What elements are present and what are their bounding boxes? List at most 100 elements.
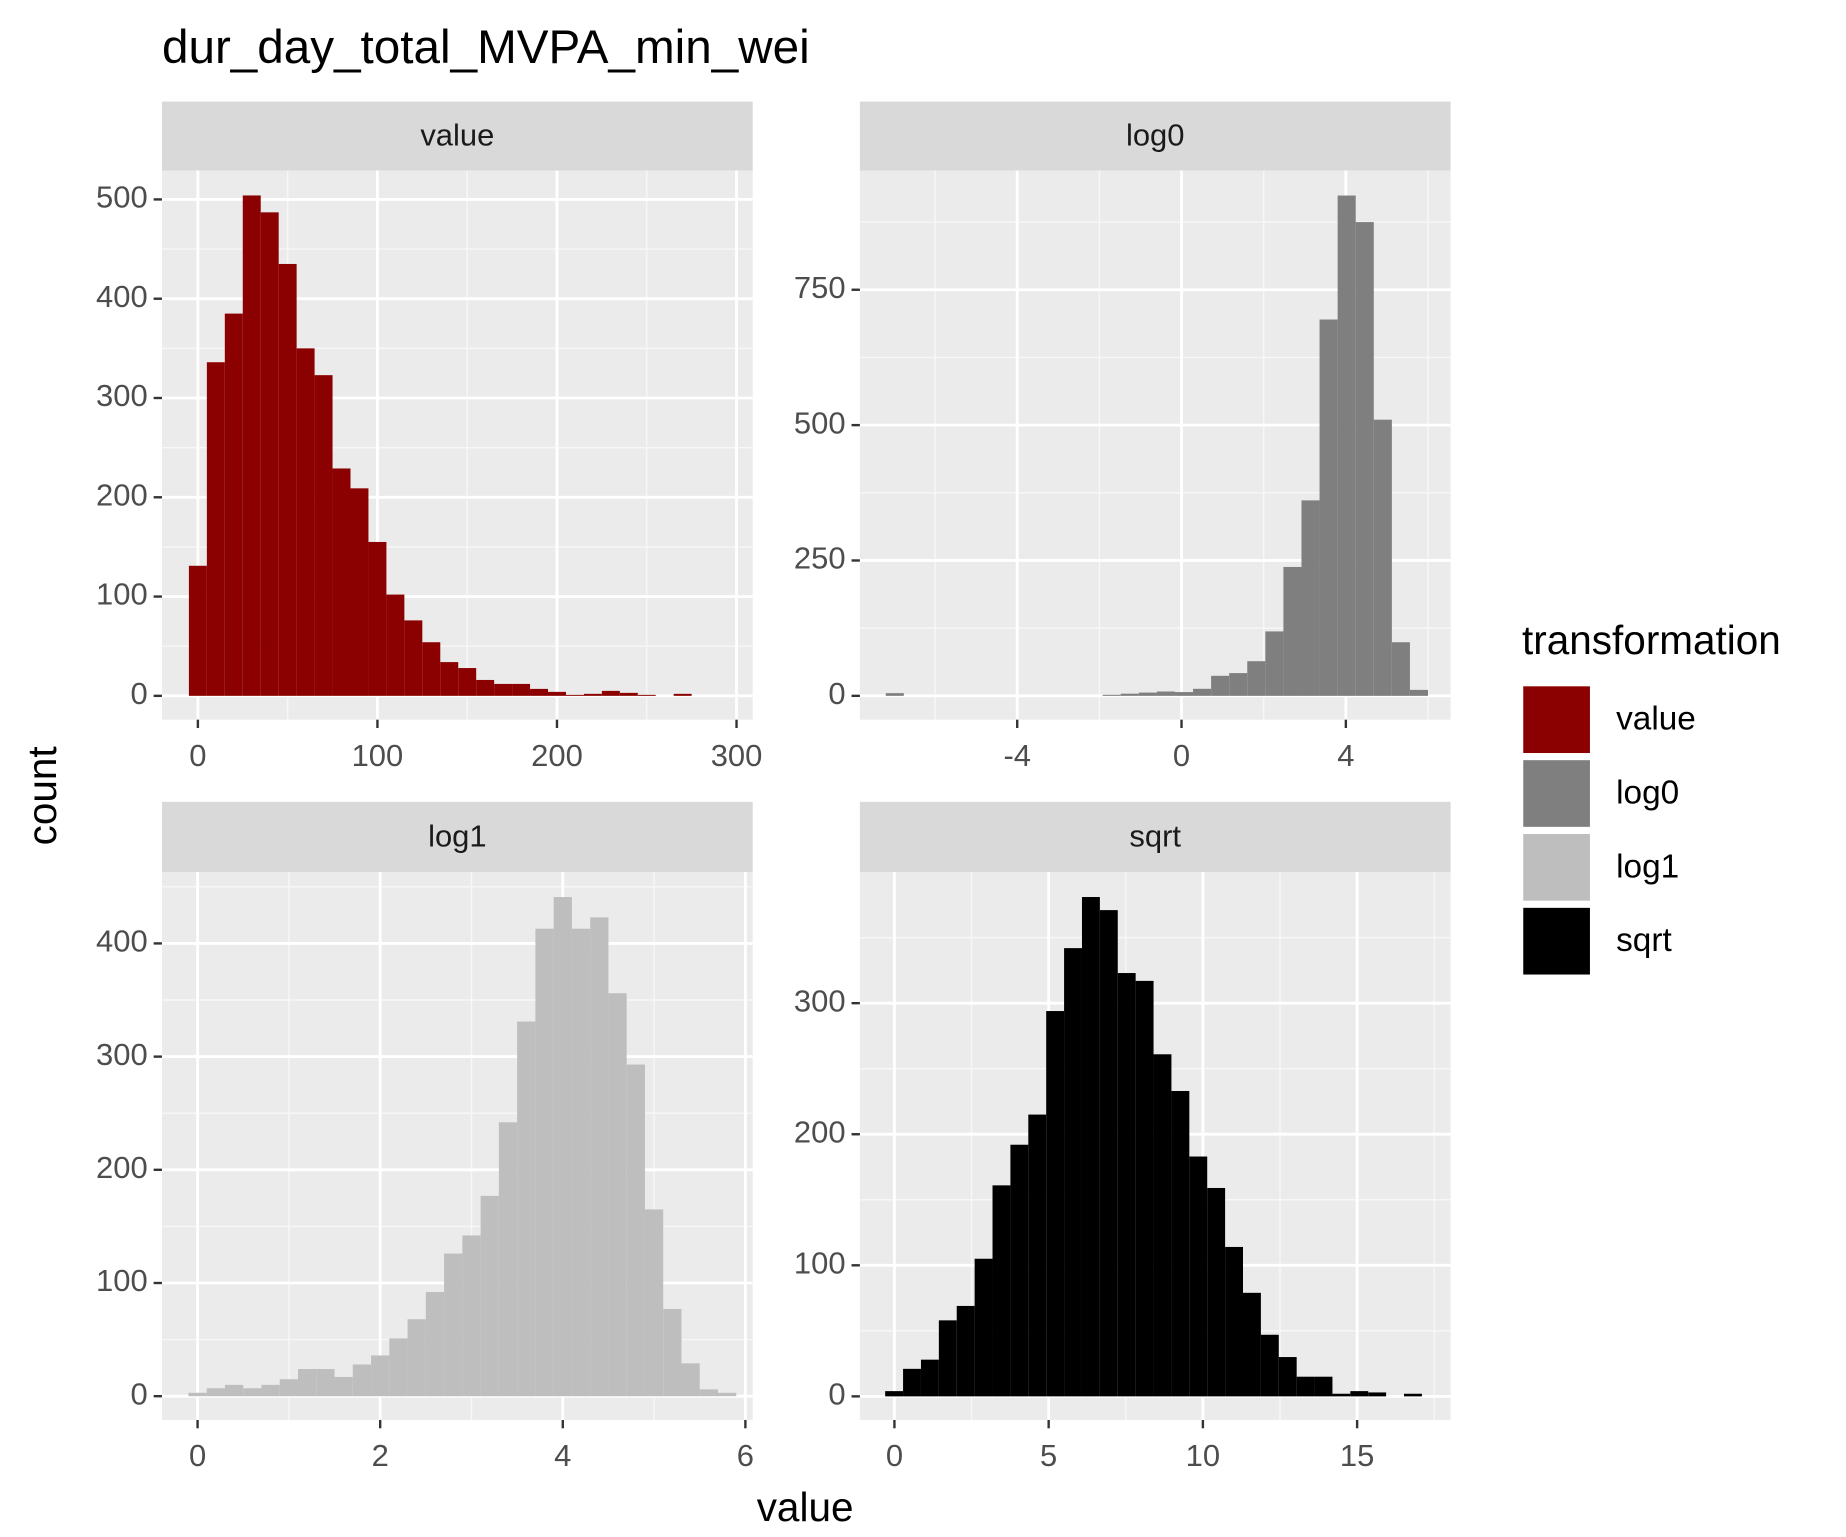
- legend-label: value: [1616, 701, 1696, 738]
- histogram-bar: [480, 1195, 499, 1397]
- x-tick-label: 15: [1340, 1438, 1374, 1473]
- legend-label: log0: [1616, 775, 1679, 812]
- y-tick-label: 0: [130, 676, 147, 711]
- x-tick-label: -4: [1003, 738, 1031, 773]
- histogram-bar: [1283, 566, 1302, 696]
- x-tick-label: 4: [1337, 738, 1354, 773]
- histogram-bar: [512, 683, 531, 696]
- histogram-bar: [1301, 500, 1320, 696]
- legend-key: [1523, 907, 1590, 975]
- histogram-bar: [583, 693, 602, 696]
- histogram-bar: [1373, 419, 1392, 696]
- histogram-bar: [1102, 694, 1121, 696]
- y-tick-label: 200: [96, 1150, 148, 1185]
- histogram-bar: [1265, 631, 1284, 696]
- histogram-bar: [956, 1305, 975, 1397]
- y-tick-label: 100: [96, 577, 148, 612]
- histogram-bar: [206, 362, 225, 696]
- x-tick-label: 0: [886, 1438, 903, 1473]
- x-tick-label: 100: [352, 738, 404, 773]
- histogram-bar: [1189, 1156, 1208, 1397]
- histogram-bar: [626, 1064, 645, 1397]
- facet-label: value: [420, 117, 494, 152]
- histogram-bar: [992, 1185, 1011, 1397]
- y-tick-label: 500: [794, 405, 846, 440]
- legend-title: transformation: [1522, 617, 1781, 663]
- histogram-bar: [332, 468, 351, 696]
- histogram-bar: [1028, 1114, 1047, 1397]
- histogram-bar: [1046, 1011, 1065, 1397]
- histogram-bar: [1174, 692, 1194, 696]
- histogram-bar: [350, 488, 369, 696]
- histogram-bar: [681, 1363, 700, 1397]
- histogram-bar: [407, 1319, 426, 1397]
- histogram-bar: [553, 897, 572, 1397]
- histogram-bar: [1409, 689, 1429, 696]
- x-tick-label: 4: [554, 1438, 571, 1473]
- legend-key: [1523, 760, 1590, 827]
- y-tick-label: 500: [96, 180, 148, 215]
- histogram-bar: [619, 692, 638, 696]
- histogram-bar: [278, 263, 297, 696]
- x-tick-label: 300: [711, 738, 763, 773]
- histogram-bar: [206, 1388, 225, 1397]
- x-tick-label: 6: [737, 1438, 754, 1473]
- facet-strip: [859, 101, 1451, 171]
- histogram-bar: [1099, 910, 1118, 1397]
- histogram-bar: [260, 212, 279, 696]
- x-tick-label: 200: [531, 738, 583, 773]
- y-tick-label: 100: [794, 1245, 846, 1280]
- histogram-bar: [1337, 195, 1356, 696]
- histogram-bar: [1064, 948, 1082, 1397]
- histogram-bar: [1404, 1393, 1422, 1397]
- histogram-bar: [1156, 691, 1175, 696]
- histogram-bar: [314, 375, 333, 696]
- histogram-bar: [1247, 661, 1266, 696]
- histogram-bar: [404, 620, 423, 696]
- y-tick-label: 0: [828, 676, 845, 711]
- histogram-bar: [1332, 1393, 1351, 1397]
- histogram-bar: [188, 565, 207, 696]
- histogram-bar: [425, 1292, 445, 1397]
- chart-title: dur_day_total_MVPA_min_wei: [162, 21, 810, 74]
- histogram-bar: [530, 688, 549, 696]
- histogram-bar: [1193, 688, 1212, 696]
- histogram-bar: [1138, 692, 1157, 696]
- histogram-bar: [1296, 1376, 1315, 1397]
- x-tick-label: 0: [189, 1438, 206, 1473]
- facet-label: log1: [428, 818, 487, 853]
- histogram-bar: [673, 693, 692, 696]
- histogram-bar: [1135, 980, 1154, 1397]
- histogram-bar: [1225, 1246, 1243, 1397]
- histogram-bar: [590, 917, 609, 1397]
- histogram-bar: [1278, 1357, 1297, 1397]
- y-tick-label: 200: [794, 1114, 846, 1149]
- y-tick-label: 400: [96, 924, 148, 959]
- legend-label: log1: [1616, 848, 1679, 885]
- y-tick-label: 300: [794, 983, 846, 1018]
- histogram-bar: [296, 348, 315, 696]
- histogram-bar: [458, 668, 477, 696]
- histogram-bar: [334, 1376, 353, 1397]
- histogram-bar: [224, 313, 243, 696]
- histogram-bar: [1350, 1391, 1369, 1397]
- histogram-bar: [1010, 1144, 1029, 1397]
- histogram-bar: [565, 694, 584, 696]
- histogram-bar: [1260, 1334, 1279, 1397]
- x-axis-label: value: [757, 1484, 854, 1530]
- histogram-bar: [974, 1258, 993, 1397]
- legend-key: [1523, 686, 1590, 754]
- histogram-bar: [535, 928, 554, 1397]
- histogram-bar: [1368, 1392, 1387, 1397]
- histogram-bar: [601, 690, 620, 696]
- x-tick-label: 5: [1040, 1438, 1057, 1473]
- y-tick-label: 750: [794, 270, 846, 305]
- histogram-bar: [1153, 1054, 1172, 1397]
- histogram-bar: [368, 541, 387, 696]
- histogram-bar: [1211, 675, 1230, 696]
- histogram-bar: [1242, 1292, 1261, 1397]
- facet-label: sqrt: [1129, 818, 1181, 853]
- histogram-bar: [224, 1384, 244, 1397]
- histogram-bar: [371, 1355, 390, 1397]
